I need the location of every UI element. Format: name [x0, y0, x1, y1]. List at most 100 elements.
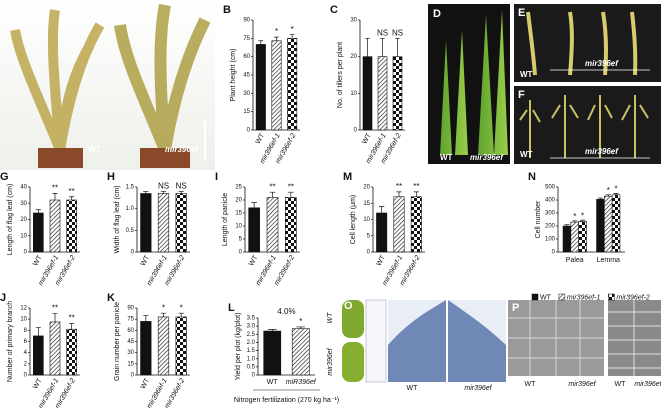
- panel-o: O WT mir396ef WT mir396ef: [327, 299, 506, 392]
- bar: [604, 195, 613, 253]
- bar: [562, 225, 572, 253]
- chart: N 0 100 200 300 400 500 Cell number * * Palea * * Lem…: [528, 171, 650, 301]
- y-axis-label: Yield per plot (kg/plot): [235, 313, 242, 381]
- error-bar: [395, 37, 400, 57]
- panel-letter: L: [228, 302, 235, 314]
- panel-letter: A: [6, 4, 14, 16]
- panel-letter: M: [343, 171, 352, 183]
- plant-wt: [10, 9, 105, 152]
- x-tick-label: WT: [32, 254, 44, 268]
- y-tick-label: 25: [235, 185, 242, 191]
- error-bar: [52, 193, 58, 200]
- y-axis-label: Plant height (cm): [230, 49, 237, 102]
- significance: *: [615, 185, 618, 194]
- y-tick-label: 30: [243, 91, 250, 97]
- bar: [291, 328, 310, 376]
- y-tick-label: 6: [24, 339, 28, 345]
- photo-label: WT: [88, 145, 101, 154]
- significance: **: [52, 184, 58, 193]
- significance: **: [396, 182, 402, 191]
- y-tick-label: 8: [24, 328, 28, 334]
- y-tick-label: 20: [363, 185, 370, 191]
- error-bar: [69, 323, 75, 330]
- y-tick-label: 10: [20, 317, 27, 323]
- bar: [66, 328, 77, 376]
- y-tick-label: 3.0: [247, 324, 256, 330]
- panel-letter: P: [512, 302, 519, 314]
- bar: [66, 199, 77, 253]
- legend-swatch: [558, 293, 566, 301]
- y-tick-label: 30: [350, 18, 357, 24]
- y-tick-label: 100: [545, 237, 556, 243]
- error-bar: [69, 196, 75, 200]
- error-bar: [413, 191, 419, 197]
- significance: *: [607, 186, 610, 195]
- error-bar: [365, 37, 370, 57]
- panicle: [526, 11, 638, 76]
- error-bar: [380, 37, 385, 57]
- significance: NS: [158, 181, 169, 190]
- error-bar: [143, 315, 149, 322]
- bar: [266, 197, 279, 253]
- y-tick-label: 4: [24, 350, 28, 356]
- bar: [392, 56, 403, 131]
- bar: [255, 44, 266, 131]
- bar: [33, 212, 44, 253]
- tissue: [388, 300, 446, 382]
- y-tick-label: 90: [243, 18, 250, 24]
- panel-letter: I: [215, 171, 218, 183]
- error-bar: [258, 40, 264, 45]
- panel-f: F WT mir396ef: [514, 86, 661, 164]
- y-tick-label: 0: [24, 250, 28, 256]
- note: 4.0%: [277, 307, 295, 316]
- y-tick-label: 90: [127, 306, 134, 312]
- y-axis-label: Length of panicle: [222, 193, 229, 246]
- y-tick-label: 5: [239, 237, 243, 243]
- panicle: [519, 95, 649, 158]
- cells: [508, 300, 604, 376]
- significance: *: [291, 25, 294, 34]
- cells: [608, 300, 661, 376]
- bar: [175, 316, 187, 376]
- y-tick-label: 0: [131, 250, 135, 256]
- error-bar: [143, 190, 149, 194]
- grain: [342, 300, 364, 338]
- x-tick-label: WT: [32, 377, 44, 391]
- photo-label: WT: [407, 385, 419, 392]
- significance: **: [69, 314, 75, 323]
- panel-letter: B: [223, 4, 231, 16]
- y-tick-label: 0.5: [126, 228, 135, 234]
- y-tick-label: 45: [127, 339, 134, 345]
- error-bar: [579, 219, 586, 222]
- y-tick-label: 3.5: [247, 316, 256, 322]
- y-axis-label: Number of primary branch: [7, 301, 14, 382]
- x-tick-label: WT: [255, 132, 267, 146]
- significance: **: [413, 182, 419, 191]
- y-tick-label: 20: [20, 217, 27, 223]
- bar: [140, 321, 152, 376]
- bar: [611, 194, 621, 253]
- grain: [342, 342, 364, 382]
- bar: [175, 193, 187, 253]
- y-tick-label: 0: [552, 250, 556, 256]
- photo-label: WT: [615, 381, 627, 388]
- significance: **: [288, 182, 294, 191]
- bar: [285, 197, 297, 253]
- bar: [157, 193, 170, 253]
- error-bar: [379, 206, 385, 213]
- error-bar: [605, 194, 611, 197]
- x-tick-label: WT: [248, 254, 260, 268]
- significance: NS: [377, 28, 388, 37]
- y-tick-label: 60: [243, 54, 250, 60]
- y-tick-label: 45: [243, 73, 250, 79]
- y-tick-label: 10: [363, 217, 370, 223]
- bar: [376, 212, 388, 253]
- y-axis-label: No. of tillers per plant: [337, 42, 344, 108]
- photo-label: mir396ef: [464, 385, 492, 392]
- panel-letter: H: [107, 171, 115, 183]
- bar: [248, 207, 260, 253]
- y-tick-label: 60: [127, 328, 134, 334]
- y-axis-label: Cell number: [535, 200, 542, 238]
- y-tick-label: 0: [131, 373, 135, 379]
